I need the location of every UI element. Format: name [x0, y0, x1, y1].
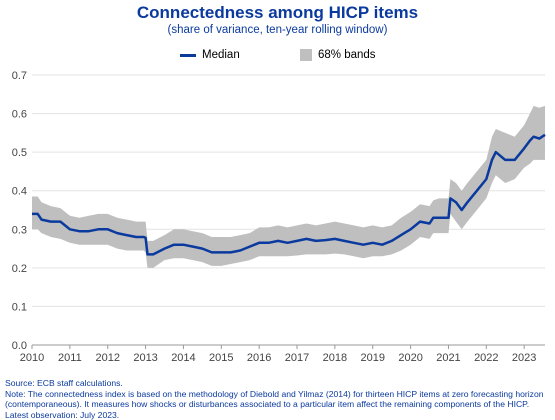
- x-tick-label: 2014: [171, 352, 195, 364]
- x-tick-label: 2017: [285, 352, 309, 364]
- band-layer: [32, 105, 545, 268]
- source-note: Source: ECB staff calculations.: [5, 378, 123, 388]
- legend-swatch-median: [180, 53, 196, 57]
- legend-label-bands: 68% bands: [318, 49, 376, 61]
- chart-plot: 0.00.10.20.30.40.50.60.7 2010 2011 2012 201…: [12, 70, 546, 364]
- legend-item-bands: 68% bands: [300, 49, 376, 61]
- y-tick-label: 0.1: [12, 301, 27, 313]
- x-tick-label: 2016: [247, 352, 271, 364]
- methodology-note-line-1: Note: The connectedness index is based o…: [5, 388, 544, 399]
- latest-observation-note: Latest observation: July 2023.: [5, 409, 120, 420]
- y-tick-label: 0.3: [12, 224, 27, 236]
- chart-title: Connectedness among HICP items: [136, 3, 419, 22]
- x-tick-label: 2015: [209, 352, 233, 364]
- chart-legend: Median 68% bands: [0, 49, 555, 67]
- x-tick-label: 2020: [398, 352, 422, 364]
- y-tick-label: 0.2: [12, 263, 27, 275]
- chart-subtitle: (share of variance, ten-year rolling win…: [167, 24, 388, 36]
- y-tick-label: 0.7: [12, 70, 27, 82]
- x-tick-label: 2011: [58, 352, 82, 364]
- series-median-line: [32, 133, 546, 256]
- x-tick-label: 2018: [323, 352, 347, 364]
- x-axis-ticks: 2010 2011 2012 2013 2014 2015 2016 2017 2018 2019…: [20, 345, 536, 364]
- y-tick-label: 0.6: [12, 109, 27, 121]
- y-tick-label: 0.5: [12, 147, 27, 159]
- x-tick-label: 2022: [474, 352, 498, 364]
- y-tick-label: 0.4: [12, 186, 27, 198]
- legend-swatch-bands: [300, 49, 312, 61]
- x-tick-label: 2023: [512, 352, 536, 364]
- x-tick-label: 2010: [20, 352, 44, 364]
- legend-item-median: Median: [180, 49, 240, 61]
- x-tick-label: 2019: [360, 352, 384, 364]
- y-tick-label: 0.0: [12, 340, 27, 352]
- methodology-note-line-2: (contemporaneous). It measures how shock…: [5, 399, 530, 410]
- legend-label-median: Median: [202, 49, 240, 61]
- x-tick-label: 2013: [133, 352, 157, 364]
- line-layer: [32, 133, 546, 256]
- series-68-bands-area: [32, 105, 545, 268]
- x-tick-label: 2021: [436, 352, 460, 364]
- y-axis-ticks: 0.0 0.1 0.2 0.3 0.4 0.5 0.6 0.7: [12, 70, 27, 352]
- x-tick-label: 2012: [95, 352, 119, 364]
- chart-notes: Source: ECB staff calculations. Note: Th…: [5, 378, 553, 420]
